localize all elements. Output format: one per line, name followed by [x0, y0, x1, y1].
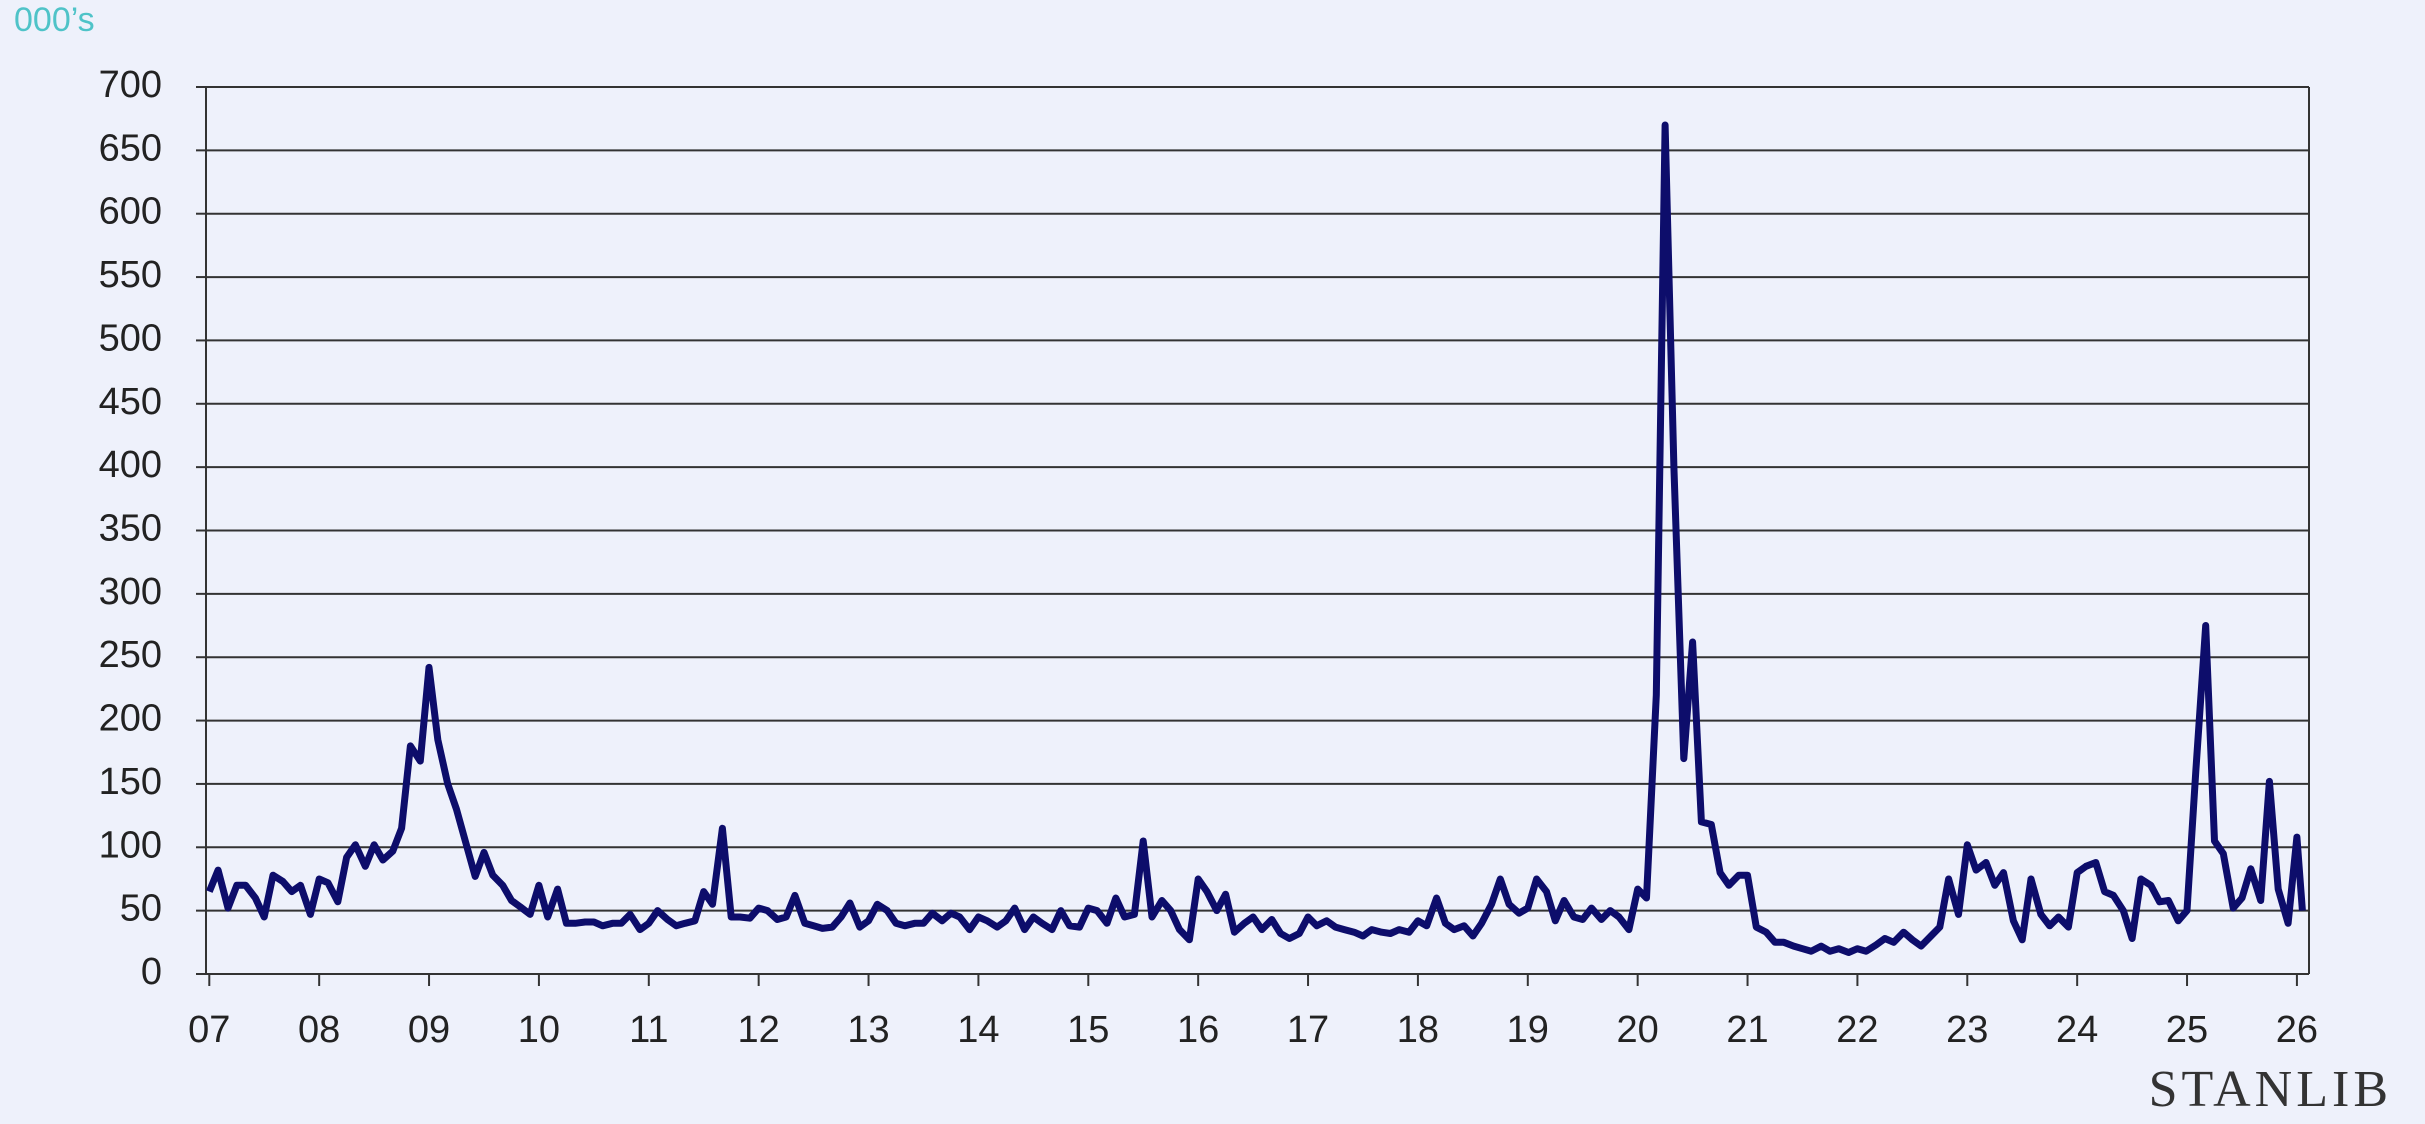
y-tick-label: 650 — [99, 127, 162, 169]
y-tick-label: 200 — [99, 698, 162, 740]
x-tick-label: 15 — [1067, 1009, 1109, 1051]
y-tick-label: 350 — [99, 508, 162, 550]
y-tick-label: 500 — [99, 317, 162, 359]
y-tick-label: 0 — [141, 951, 162, 993]
x-tick-label: 12 — [738, 1009, 780, 1051]
x-tick-label: 23 — [1946, 1009, 1988, 1051]
x-tick-label: 16 — [1177, 1009, 1219, 1051]
x-tick-label: 26 — [2276, 1009, 2318, 1051]
x-tick-label: 08 — [298, 1009, 340, 1051]
x-tick-label: 11 — [629, 1009, 668, 1051]
line-series — [206, 121, 2306, 956]
y-tick-label: 450 — [99, 381, 162, 423]
y-tick-label: 600 — [99, 191, 162, 233]
x-tick-label: 24 — [2056, 1009, 2098, 1051]
y-tick-label: 150 — [99, 761, 162, 803]
y-tick-label: 700 — [99, 64, 162, 106]
x-tick-label: 10 — [518, 1009, 560, 1051]
x-tick-label: 25 — [2166, 1009, 2208, 1051]
y-tick-label: 550 — [99, 254, 162, 296]
y-tick-label: 250 — [99, 634, 162, 676]
x-tick-label: 20 — [1617, 1009, 1659, 1051]
x-tick-label: 22 — [1836, 1009, 1878, 1051]
x-tick-label: 21 — [1726, 1009, 1768, 1051]
y-tick-label: 300 — [99, 571, 162, 613]
x-tick-label: 13 — [847, 1009, 889, 1051]
x-tick-label: 17 — [1287, 1009, 1329, 1051]
x-tick-label: 18 — [1397, 1009, 1439, 1051]
unit-label: 000’s — [14, 1, 95, 39]
x-tick-label: 19 — [1507, 1009, 1549, 1051]
brand: STANLIB — [2149, 1061, 2392, 1118]
y-tick-label: 400 — [99, 444, 162, 486]
x-tick-label: 14 — [957, 1009, 999, 1051]
y-tick-label: 100 — [99, 824, 162, 866]
x-tick-label: 07 — [188, 1009, 230, 1051]
y-tick-label: 50 — [120, 888, 162, 930]
x-tick-label: 09 — [408, 1009, 450, 1051]
